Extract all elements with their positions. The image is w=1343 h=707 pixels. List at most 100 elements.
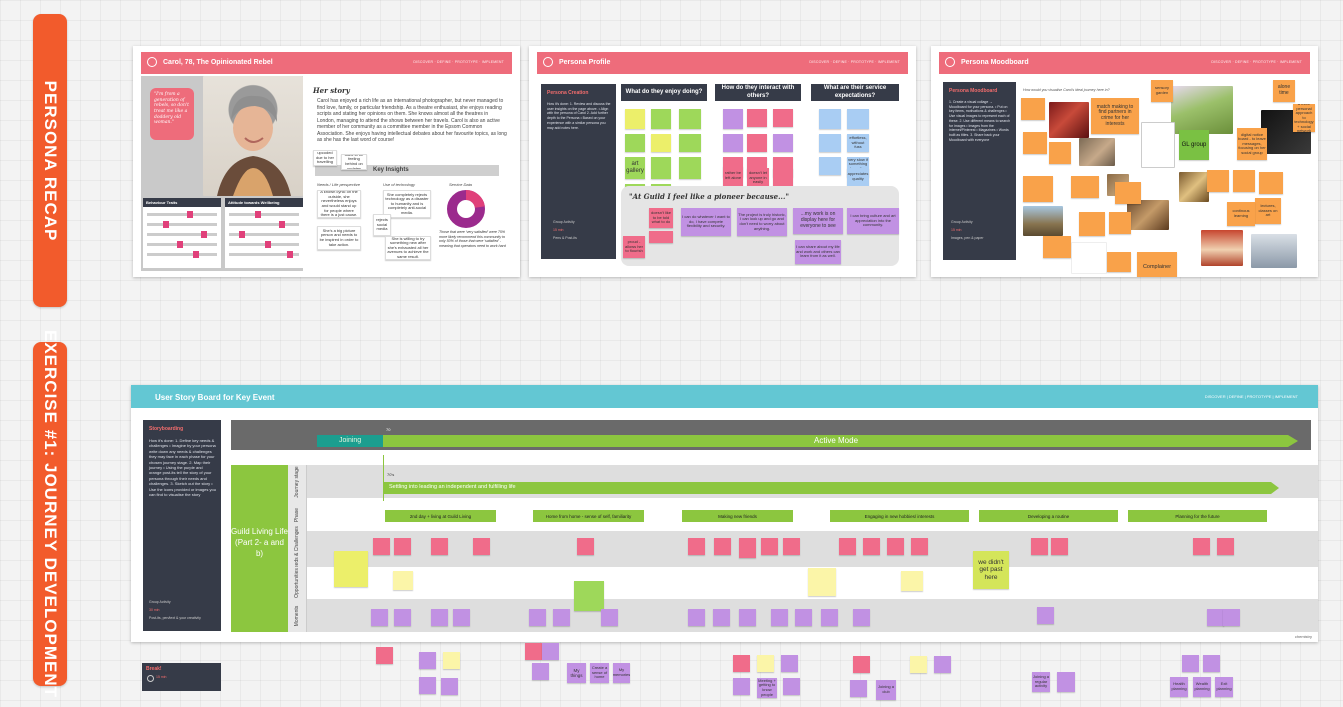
below-sticky[interactable]: [783, 678, 800, 695]
sticky-note[interactable]: I can do whatever I want to do, I have c…: [681, 208, 731, 236]
insight-note[interactable]: upcoded due to her travelling: [313, 150, 337, 166]
moment-sticky[interactable]: [771, 609, 788, 626]
moodboard-note[interactable]: [1023, 176, 1053, 202]
below-sticky[interactable]: [419, 652, 436, 669]
sticky-note[interactable]: art gallery: [625, 157, 645, 179]
needs-sticky[interactable]: [1031, 538, 1048, 555]
below-sticky[interactable]: [757, 655, 774, 672]
moodboard-note[interactable]: [1109, 212, 1131, 234]
below-sticky[interactable]: [542, 643, 559, 660]
moment-sticky[interactable]: [1207, 609, 1224, 626]
below-sticky[interactable]: Joining a regular activity: [1032, 672, 1050, 692]
moodboard-note[interactable]: digital notice board - to leave messages…: [1237, 128, 1267, 160]
sticky-note[interactable]: [773, 168, 793, 188]
sticky-note[interactable]: [847, 109, 869, 129]
needs-sticky[interactable]: [783, 538, 800, 555]
below-sticky[interactable]: [781, 655, 798, 672]
moment-sticky[interactable]: [553, 609, 570, 626]
insight-note[interactable]: She is willing to try something new afte…: [385, 236, 431, 260]
sticky-note[interactable]: [625, 109, 645, 129]
moodboard-note[interactable]: continous learning: [1227, 202, 1255, 226]
below-sticky[interactable]: [525, 643, 542, 660]
sticky-note[interactable]: [679, 109, 701, 129]
below-sticky[interactable]: [733, 678, 750, 695]
moment-sticky[interactable]: [371, 609, 388, 626]
moodboard-note[interactable]: [1079, 212, 1105, 236]
below-sticky[interactable]: [1182, 655, 1199, 672]
needs-sticky[interactable]: [1217, 538, 1234, 555]
needs-sticky[interactable]: [373, 538, 390, 555]
sticky-note[interactable]: [679, 134, 701, 152]
moment-sticky[interactable]: [713, 609, 730, 626]
opportunity-sticky[interactable]: [393, 571, 413, 590]
user-story-board[interactable]: User Story Board for Key Event DISCOVER …: [131, 385, 1318, 642]
moment-sticky[interactable]: [821, 609, 838, 626]
below-sticky[interactable]: [441, 678, 458, 695]
below-sticky[interactable]: Health planning: [1170, 677, 1188, 697]
sticky-note[interactable]: [651, 109, 671, 129]
insight-note[interactable]: A known cynic on the outside, she nevert…: [317, 190, 361, 218]
needs-sticky[interactable]: [739, 538, 756, 558]
moodboard-note[interactable]: a more personal approach to technology +…: [1293, 104, 1315, 132]
moodboard-note[interactable]: [1115, 182, 1141, 204]
below-sticky[interactable]: [850, 680, 867, 697]
moodboard-note[interactable]: [1023, 132, 1047, 154]
sticky-note[interactable]: [819, 134, 841, 152]
moodboard-note[interactable]: alone time: [1273, 80, 1295, 102]
below-sticky[interactable]: [419, 677, 436, 694]
moodboard-note[interactable]: [1049, 142, 1071, 164]
below-sticky[interactable]: Exit planning: [1215, 677, 1233, 697]
moodboard-note[interactable]: [1259, 172, 1283, 194]
moodboard-note[interactable]: [1107, 252, 1131, 272]
opportunity-sticky[interactable]: [808, 568, 836, 596]
below-sticky[interactable]: [532, 663, 549, 680]
below-sticky[interactable]: Meeting + getting to know people: [757, 678, 777, 698]
moodboard-note[interactable]: sensory garden: [1151, 80, 1173, 102]
needs-sticky[interactable]: [761, 538, 778, 555]
below-sticky[interactable]: [910, 656, 927, 673]
sticky-note[interactable]: [625, 134, 645, 152]
moment-sticky[interactable]: [529, 609, 546, 626]
moment-sticky[interactable]: [795, 609, 812, 626]
moment-sticky[interactable]: [394, 609, 411, 626]
moodboard-note[interactable]: Complainer: [1137, 252, 1177, 277]
insight-note[interactable]: used to be feeling behind on updates: [341, 154, 367, 170]
needs-sticky[interactable]: [839, 538, 856, 555]
sticky-note[interactable]: rather be left alone: [723, 166, 743, 186]
insight-note[interactable]: She's a big picture person and needs to …: [317, 226, 361, 250]
below-sticky[interactable]: [443, 652, 460, 669]
sticky-note[interactable]: doesn't let anyone in easily: [747, 168, 769, 188]
sticky-note[interactable]: [723, 109, 743, 129]
sticky-note[interactable]: [723, 134, 743, 152]
sticky-note[interactable]: I can bring culture and art appreciation…: [847, 208, 899, 234]
sticky-note[interactable]: appreciates quality: [847, 168, 869, 186]
needs-sticky[interactable]: [473, 538, 490, 555]
moodboard-note[interactable]: [1071, 176, 1099, 198]
sticky-note[interactable]: [747, 109, 767, 127]
needs-sticky[interactable]: [431, 538, 448, 555]
needs-sticky[interactable]: [911, 538, 928, 555]
moodboard-note[interactable]: [1207, 170, 1229, 192]
moodboard-note[interactable]: lectures, classes on art: [1255, 198, 1281, 224]
below-sticky[interactable]: [376, 647, 393, 664]
sticky-note[interactable]: ...my work is on display here for everyo…: [793, 208, 843, 234]
persona-moodboard-slide[interactable]: Persona Moodboard DISCOVER · DEFINE · PR…: [931, 46, 1318, 277]
insight-note[interactable]: She completely rejects technology as a d…: [383, 190, 431, 218]
moment-sticky[interactable]: [431, 609, 448, 626]
needs-sticky[interactable]: [394, 538, 411, 555]
needs-sticky-big[interactable]: we didn't get past here: [973, 551, 1009, 589]
moment-sticky[interactable]: [1223, 609, 1240, 626]
sticky-note[interactable]: [651, 134, 671, 152]
sticky-note[interactable]: doesn't like to be told what to do: [649, 208, 673, 228]
insight-note[interactable]: rejects social media: [373, 214, 391, 236]
sticky-note[interactable]: [819, 109, 841, 129]
moodboard-note[interactable]: [1021, 98, 1045, 120]
sticky-note[interactable]: [819, 157, 841, 175]
below-sticky[interactable]: My memories: [613, 663, 630, 683]
needs-sticky[interactable]: [1193, 538, 1210, 555]
below-sticky[interactable]: [853, 656, 870, 673]
below-sticky[interactable]: Create a sense of home: [590, 663, 609, 683]
sticky-note[interactable]: proud - allows her to flourish: [623, 236, 645, 258]
sticky-note[interactable]: [651, 157, 671, 179]
needs-sticky[interactable]: [887, 538, 904, 555]
